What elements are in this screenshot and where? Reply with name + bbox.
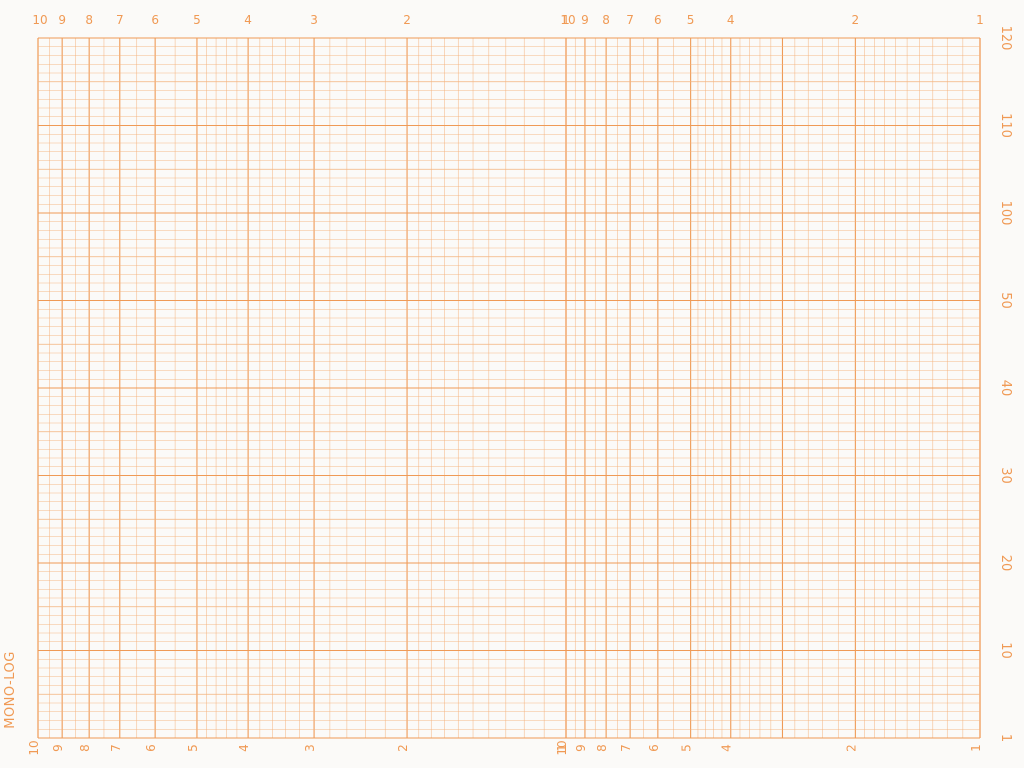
top-log-label-c1-10: 10 (32, 13, 47, 27)
top-log-label-c2-10: 10 (560, 13, 575, 27)
top-log-label-c1-6: 6 (151, 13, 159, 27)
bottom-log-label-c2-2: 2 (844, 744, 858, 752)
top-log-label-c2-7: 7 (626, 13, 634, 27)
top-log-label-c1-5: 5 (193, 13, 201, 27)
top-log-label-c1-8: 8 (85, 13, 93, 27)
right-linear-label-100: 100 (998, 201, 1013, 226)
bottom-log-label-c1-4: 4 (237, 744, 251, 752)
bottom-log-label-c1-3: 3 (303, 744, 317, 752)
top-log-label-c2-9: 9 (581, 13, 589, 27)
bottom-log-label-c2-4: 4 (720, 744, 734, 752)
top-log-label-c1-7: 7 (116, 13, 124, 27)
top-log-label-c2-6: 6 (654, 13, 662, 27)
right-linear-label-50: 50 (998, 292, 1013, 309)
bottom-log-label-c1-7: 7 (109, 744, 123, 752)
right-linear-label-40: 40 (998, 380, 1013, 397)
bottom-log-label-c2-1: 1 (969, 744, 983, 752)
bottom-log-label-c1-5: 5 (186, 744, 200, 752)
top-log-label-c1-3: 3 (310, 13, 318, 27)
bottom-log-label-c1-2: 2 (396, 744, 410, 752)
right-linear-label-1: 1 (998, 734, 1013, 742)
right-linear-label-120: 120 (998, 26, 1013, 51)
bottom-log-label-c2-10: 10 (555, 740, 569, 755)
bottom-log-label-c1-9: 9 (51, 744, 65, 752)
bottom-log-label-c2-7: 7 (619, 744, 633, 752)
bottom-log-label-c1-6: 6 (144, 744, 158, 752)
top-log-label-c2-1: 1 (976, 13, 984, 27)
right-linear-label-30: 30 (998, 467, 1013, 484)
bottom-log-label-c2-5: 5 (680, 744, 694, 752)
bottom-log-label-c2-9: 9 (574, 744, 588, 752)
top-log-label-c1-2: 2 (403, 13, 411, 27)
side-label: MONO-LOG (3, 651, 18, 729)
bottom-log-label-c2-8: 8 (595, 744, 609, 752)
bottom-log-label-c1-8: 8 (78, 744, 92, 752)
bottom-log-label-c1-10: 10 (27, 740, 41, 755)
top-log-label-c1-4: 4 (244, 13, 252, 27)
top-log-label-c2-4: 4 (727, 13, 735, 27)
top-log-label-c2-2: 2 (852, 13, 860, 27)
top-log-label-c2-5: 5 (687, 13, 695, 27)
bottom-log-label-c2-6: 6 (647, 744, 661, 752)
right-linear-label-10: 10 (998, 642, 1013, 659)
right-linear-label-20: 20 (998, 555, 1013, 572)
top-log-label-c1-9: 9 (58, 13, 66, 27)
top-log-label-c2-8: 8 (602, 13, 610, 27)
right-linear-label-110: 110 (998, 113, 1013, 138)
